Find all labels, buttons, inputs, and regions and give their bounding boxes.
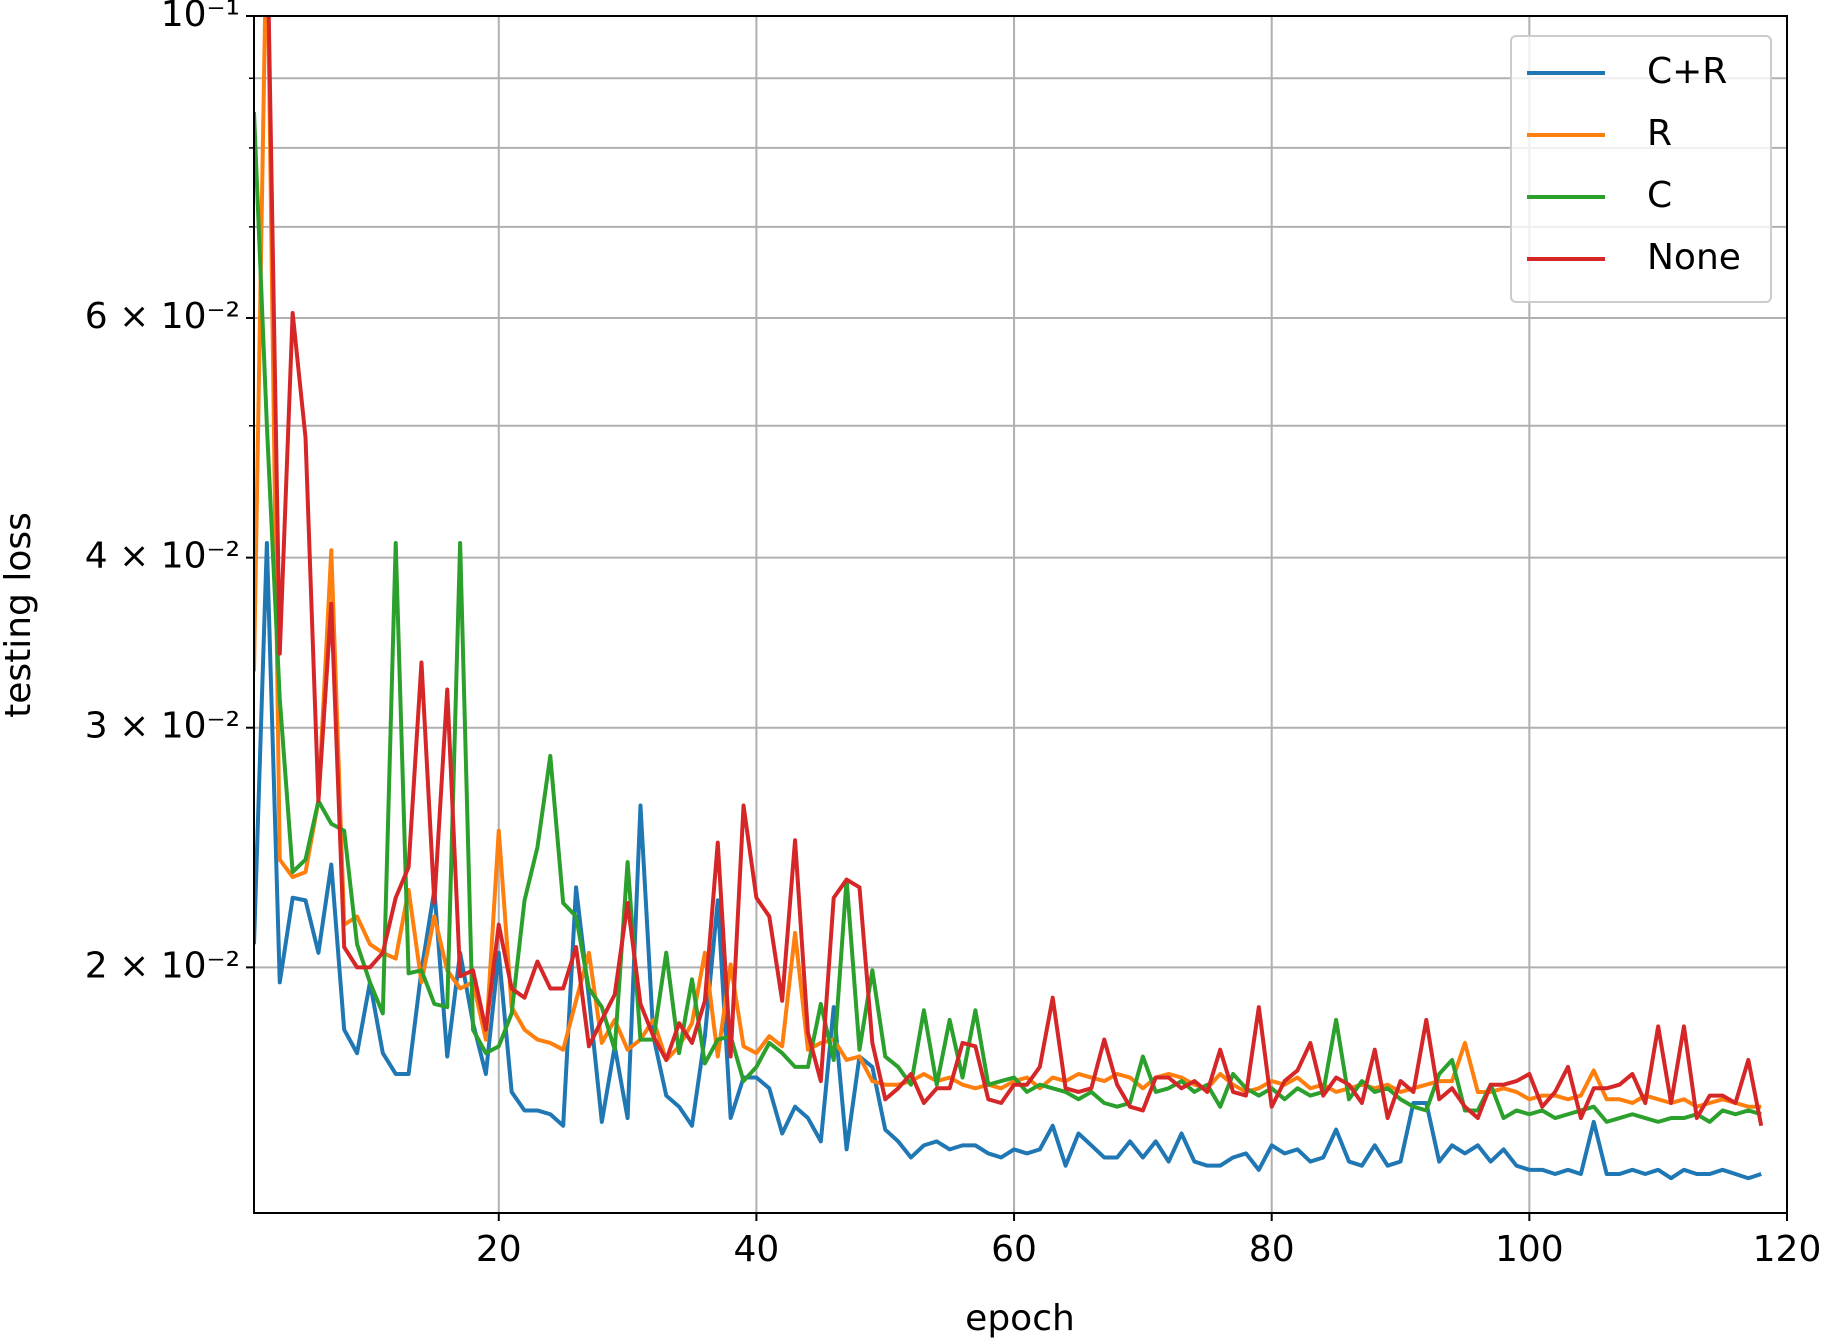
legend-label: C+R [1647,51,1727,92]
x-tick-label: 20 [476,1229,522,1270]
grid [254,15,1788,1213]
x-axis-label: epoch [965,1298,1075,1339]
y-tick-label: 4 × 10⁻² [85,536,240,577]
series-line [254,111,1762,1124]
y-tick-label: 10⁻¹ [161,0,240,35]
legend-label: None [1647,237,1741,278]
y-axis-label: testing loss [0,512,39,718]
series-line [254,541,1762,1181]
x-tick-label: 40 [734,1229,780,1270]
plot-area [254,16,1764,1181]
x-tick-label: 120 [1753,1229,1822,1270]
x-tick-label: 60 [991,1229,1037,1270]
legend-label: C [1647,175,1672,216]
ticks: 20 40 60 80 100 120 10⁻¹ 6 × 10⁻² 4 × 10⁻² 3 × 10… [85,0,1822,1270]
y-tick-label: 6 × 10⁻² [85,296,240,337]
x-tick-label: 100 [1495,1229,1564,1270]
legend: C+R RC None [1510,35,1772,303]
legend-box [1510,35,1772,303]
y-tick-label: 3 × 10⁻² [85,706,240,747]
axes-frame [253,15,1788,1214]
series-line [254,16,1764,1127]
legend-label: R [1647,113,1672,154]
series-line [254,16,1762,1109]
x-tick-label: 80 [1249,1229,1295,1270]
y-tick-label: 2 × 10⁻² [85,945,240,986]
